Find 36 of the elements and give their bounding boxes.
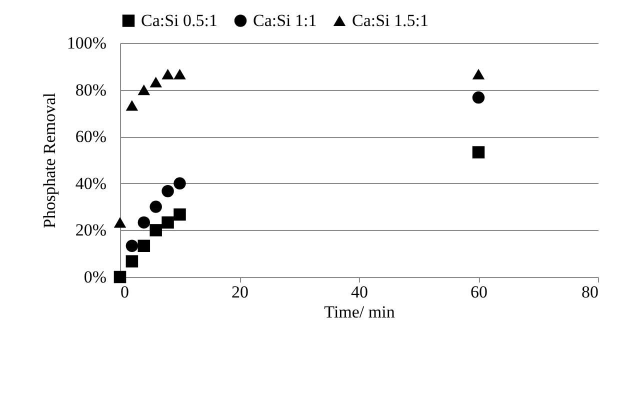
x-tick-label: 0 (120, 282, 129, 302)
point (114, 217, 126, 228)
point (138, 216, 150, 229)
point (174, 177, 186, 190)
x-axis-title: Time/ min (324, 302, 396, 322)
point (162, 185, 174, 198)
point (162, 216, 174, 229)
y-tick-label: 0% (84, 268, 106, 286)
point (174, 208, 186, 221)
legend-label: Ca:Si 1.5:1 (352, 10, 429, 30)
point (162, 68, 174, 80)
point (138, 84, 150, 96)
point (126, 255, 138, 268)
point (174, 68, 186, 80)
point (472, 146, 485, 158)
x-tick-label: 40 (351, 282, 368, 302)
y-axis-title: Phosphate Removal (40, 92, 59, 228)
y-tick-label: 20% (75, 220, 106, 240)
point (150, 76, 162, 88)
point (126, 100, 138, 111)
legend-label: Ca:Si 0.5:1 (141, 10, 218, 30)
y-tick-label: 40% (75, 174, 106, 193)
point (150, 224, 162, 236)
y-tick-label: 60% (75, 127, 106, 146)
legend-label: Ca:Si 1:1 (253, 10, 317, 30)
y-tick-label: 80% (75, 80, 106, 100)
x-tick-label: 60 (470, 282, 488, 302)
point (114, 270, 126, 284)
x-tick-label: 80 (582, 282, 598, 302)
y-tick-label: 100% (66, 34, 106, 52)
x-tick-label: 20 (232, 282, 248, 302)
point (472, 68, 485, 80)
point (126, 240, 138, 252)
point (138, 240, 150, 252)
point (472, 91, 485, 104)
point (150, 200, 162, 213)
